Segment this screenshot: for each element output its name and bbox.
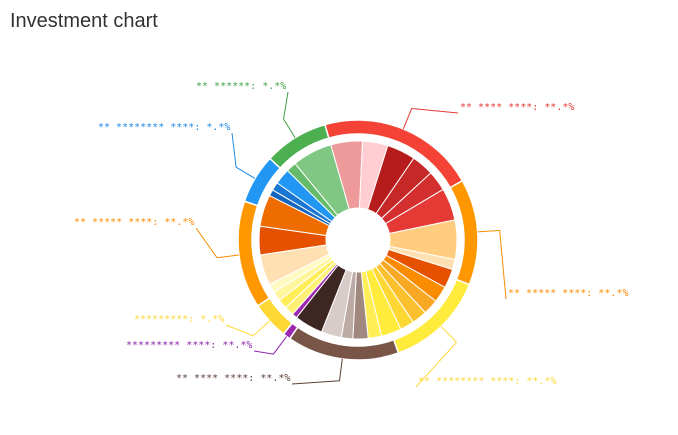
slice-label-3: ** **** ****: **.*%: [176, 373, 290, 384]
chart-title: Investment chart: [10, 10, 158, 32]
leader-line-1: [477, 229, 507, 300]
slice-label-8: ** ******: *.*%: [196, 81, 286, 92]
outer-slice-8[interactable]: [268, 123, 330, 170]
outer-ring: [237, 119, 479, 361]
leader-line-2: [415, 326, 458, 388]
leader-line-8: [283, 91, 296, 139]
inner-ring: [258, 140, 458, 340]
label-leader-lines: [195, 91, 507, 388]
slice-label-6: ** ***** ****: **.*%: [74, 217, 194, 228]
slice-label-5: *********: *.*%: [134, 314, 224, 325]
slice-label-2: ** ******** ****: **.*%: [418, 376, 556, 387]
leader-line-4: [253, 336, 287, 355]
leader-line-5: [225, 320, 270, 337]
leader-line-7: [231, 132, 256, 179]
slice-label-4: ********* ****: **.*%: [126, 340, 252, 351]
inner-slice-31[interactable]: [294, 144, 350, 217]
label-group: ** **** ****: **.*% ** ***** ****: **.*% *…: [74, 81, 628, 387]
leader-line-6: [195, 227, 240, 259]
leader-line-3: [291, 358, 343, 385]
slice-label-7: ** ******** ****: *.*%: [98, 122, 230, 133]
slice-label-1: ** ***** ****: **.*%: [508, 288, 628, 299]
slice-label-0: ** **** ****: **.*%: [460, 102, 574, 113]
leader-line-0: [402, 107, 459, 130]
